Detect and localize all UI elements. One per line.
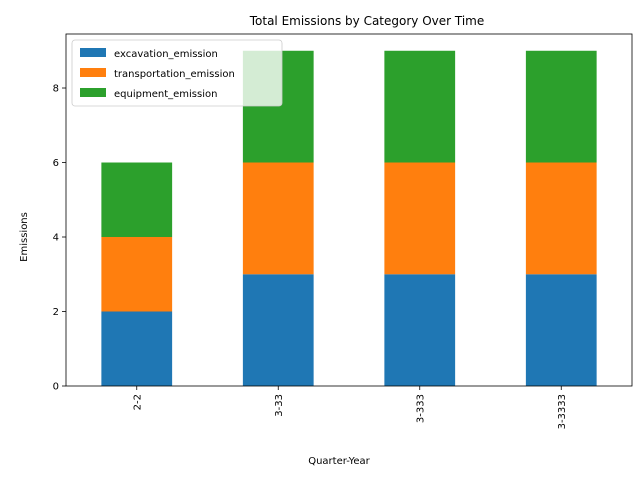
x-tick-label: 3-333: [415, 394, 426, 423]
y-tick-label: 2: [53, 307, 59, 318]
y-tick-label: 6: [53, 158, 59, 169]
legend-label-excavation_emission: excavation_emission: [114, 49, 218, 60]
bar-equipment_emission-3-3333: [525, 50, 597, 163]
bar-equipment_emission-2-2: [101, 162, 173, 238]
x-tick-label: 2-2: [132, 394, 143, 410]
y-axis-label: Emissions: [19, 212, 30, 262]
legend-swatch-transportation_emission: [80, 68, 106, 77]
legend-label-transportation_emission: transportation_emission: [114, 69, 235, 80]
legend-box: [71, 39, 283, 107]
legend: excavation_emission transportation_emissi…: [71, 39, 283, 107]
bar-excavation_emission-3-33: [242, 274, 314, 386]
y-axis: 0 2 4 6 8: [53, 84, 66, 393]
bar-transportation_emission-3-3333: [525, 162, 597, 275]
bar-transportation_emission-3-333: [384, 162, 456, 275]
bar-excavation_emission-3-333: [384, 274, 456, 386]
bar-transportation_emission-3-33: [242, 162, 314, 275]
x-tick-label: 3-33: [274, 394, 285, 417]
legend-swatch-excavation_emission: [80, 48, 106, 57]
legend-label-equipment_emission: equipment_emission: [114, 89, 217, 100]
legend-swatch-equipment_emission: [80, 88, 106, 97]
plot-area: [65, 33, 633, 387]
bar-equipment_emission-3-333: [384, 50, 456, 163]
bar-excavation_emission-3-3333: [525, 274, 597, 386]
x-tick-label: 3-3333: [557, 394, 568, 429]
chart-title: Total Emissions by Category Over Time: [249, 14, 485, 28]
bar-transportation_emission-2-2: [101, 237, 173, 312]
axes-frame: [65, 33, 633, 387]
x-axis-label: Quarter-Year: [308, 456, 370, 467]
bar-excavation_emission-2-2: [101, 311, 173, 386]
y-tick-label: 0: [53, 382, 59, 393]
y-tick-label: 4: [53, 233, 59, 244]
x-axis: 2-2 3-33 3-333 3-3333: [132, 386, 568, 429]
y-tick-label: 8: [53, 84, 59, 95]
